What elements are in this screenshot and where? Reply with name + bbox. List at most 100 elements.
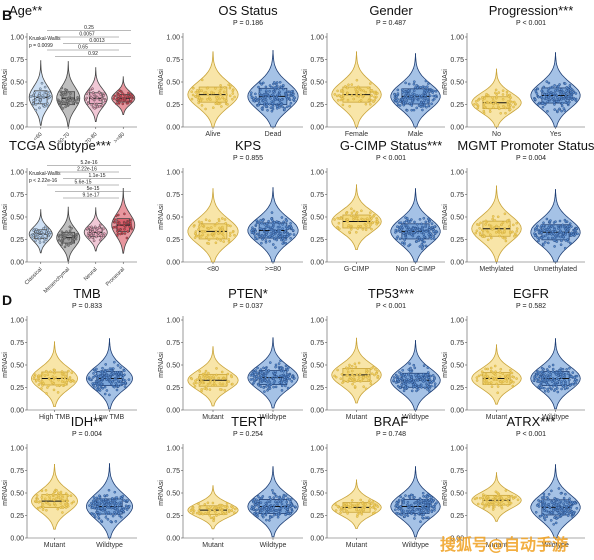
data-point	[543, 389, 547, 393]
x-tick-label: Yes	[550, 131, 562, 138]
data-point	[129, 99, 133, 103]
data-point	[497, 497, 501, 501]
data-point	[204, 91, 208, 94]
data-point	[370, 89, 374, 92]
data-point	[104, 370, 107, 374]
data-point	[361, 227, 365, 231]
data-point	[213, 223, 217, 227]
data-point	[370, 227, 373, 231]
data-point	[204, 512, 207, 515]
data-point	[370, 94, 374, 97]
data-point	[199, 99, 202, 103]
data-point	[419, 520, 422, 524]
data-point	[533, 232, 536, 235]
data-point	[226, 372, 230, 376]
data-point	[355, 216, 359, 220]
data-point	[508, 108, 512, 111]
data-point	[424, 244, 428, 248]
data-point	[95, 384, 99, 388]
data-point	[97, 226, 101, 229]
data-point	[95, 367, 98, 371]
data-point	[402, 512, 406, 515]
data-point	[504, 106, 507, 110]
data-point	[433, 382, 437, 386]
data-point	[88, 94, 92, 98]
data-point	[369, 382, 373, 386]
data-point	[540, 95, 543, 99]
data-point	[119, 94, 122, 98]
y-axis-label: mRNAsi	[442, 352, 449, 378]
data-point	[194, 381, 198, 385]
data-point	[290, 90, 293, 93]
x-tick-label: Mutant	[202, 414, 223, 421]
data-point	[545, 97, 548, 100]
data-point	[271, 230, 275, 234]
data-point	[197, 228, 200, 231]
data-point	[362, 508, 366, 511]
data-point	[503, 229, 506, 233]
data-point	[250, 229, 253, 232]
data-point	[29, 95, 33, 98]
data-point	[227, 240, 231, 243]
data-point	[433, 94, 437, 98]
data-point	[563, 246, 567, 250]
data-point	[403, 242, 406, 246]
y-tick-label: 1.00	[10, 446, 24, 453]
data-point	[424, 94, 427, 97]
data-point	[208, 381, 212, 385]
data-point	[396, 375, 400, 379]
data-point	[341, 103, 345, 107]
data-point	[254, 223, 258, 227]
data-point	[218, 388, 222, 391]
data-point	[208, 388, 212, 391]
data-point	[114, 225, 117, 229]
data-point	[398, 230, 402, 233]
data-point	[563, 511, 567, 514]
data-point	[370, 217, 373, 220]
data-point	[352, 374, 356, 378]
data-point	[362, 376, 365, 379]
data-point	[420, 501, 423, 505]
data-point	[204, 107, 207, 111]
data-point	[42, 505, 45, 509]
data-point	[480, 370, 484, 374]
data-point	[481, 229, 485, 233]
data-point	[504, 489, 508, 492]
data-point	[473, 103, 476, 106]
data-point	[120, 372, 123, 376]
test-pvalue-label: p < 2.22e-16	[29, 178, 57, 184]
p-value-label: P < 0.001	[516, 20, 546, 27]
data-point	[251, 506, 255, 510]
data-point	[272, 496, 276, 500]
data-point	[117, 372, 120, 376]
data-point	[549, 375, 552, 378]
data-point	[568, 84, 572, 87]
chart-panel-0: Age**0.000.250.500.751.00mRNAsiKruskal-W…	[2, 3, 137, 146]
data-point	[65, 88, 69, 92]
data-point	[116, 508, 120, 512]
data-point	[431, 228, 435, 231]
comparison-pvalue: 0.92	[88, 51, 98, 57]
data-point	[217, 232, 220, 235]
data-point	[350, 94, 354, 97]
data-point	[99, 382, 103, 386]
data-point	[127, 91, 130, 95]
data-point	[398, 100, 402, 103]
data-point	[261, 505, 264, 509]
data-point	[107, 510, 110, 514]
data-point	[225, 383, 229, 386]
data-point	[285, 219, 289, 223]
data-point	[574, 232, 578, 236]
data-point	[566, 101, 570, 105]
data-point	[501, 498, 504, 502]
data-point	[373, 367, 377, 371]
data-point	[90, 233, 93, 237]
data-point	[204, 377, 208, 381]
data-point	[495, 224, 498, 228]
data-point	[560, 513, 564, 517]
data-point	[103, 392, 107, 396]
data-point	[416, 231, 420, 234]
data-point	[93, 503, 97, 507]
data-point	[105, 513, 108, 516]
data-point	[38, 95, 42, 99]
